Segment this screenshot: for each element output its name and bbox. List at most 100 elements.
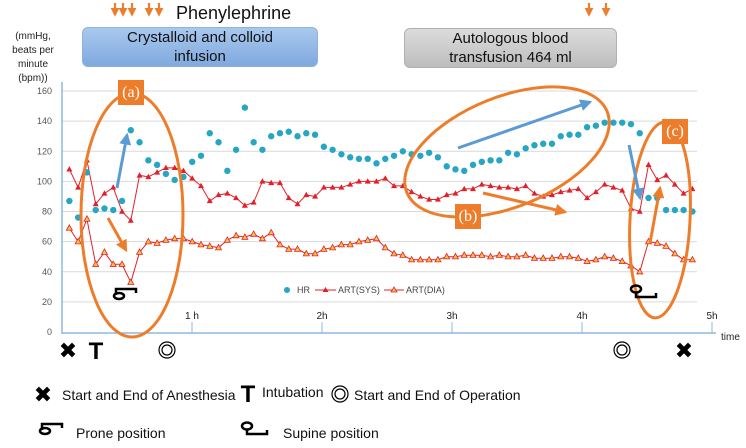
hr-point bbox=[680, 206, 687, 214]
hr-point bbox=[346, 154, 354, 161]
hr-rise-arrow bbox=[115, 132, 132, 189]
hr-point bbox=[206, 130, 213, 137]
operation-double-circle-icon bbox=[158, 341, 176, 359]
art-dia-point bbox=[372, 234, 381, 242]
art-dia-point bbox=[223, 236, 231, 243]
transfusion-bar: Autologous blood transfusion 464 ml bbox=[404, 28, 617, 68]
art-sys-point bbox=[522, 182, 529, 189]
art-dia-point bbox=[460, 251, 468, 258]
art-sys-point bbox=[364, 178, 371, 184]
art-sys-point bbox=[233, 194, 240, 201]
art-dia-point bbox=[293, 245, 302, 252]
art-sys-point bbox=[654, 176, 661, 183]
art-dia-point bbox=[83, 215, 91, 222]
art-sys-point bbox=[505, 184, 512, 190]
legend-sys-label: ART(SYS) bbox=[338, 285, 380, 295]
hr-point bbox=[66, 197, 73, 205]
hr-point bbox=[110, 206, 117, 214]
hr-point bbox=[566, 131, 573, 138]
prone-body bbox=[114, 287, 138, 295]
art-dia-point bbox=[302, 249, 310, 257]
y-tick-label: 0 bbox=[47, 327, 52, 337]
hr-point bbox=[636, 130, 643, 137]
art-dia-point bbox=[495, 251, 504, 258]
art-dia-point bbox=[478, 251, 486, 258]
hr-point bbox=[513, 151, 521, 158]
y-tick-label: 160 bbox=[37, 86, 52, 96]
art-sys-point bbox=[294, 200, 301, 207]
art-dia-point bbox=[153, 239, 161, 246]
art-sys-point bbox=[338, 184, 345, 190]
art-dia-point bbox=[206, 242, 214, 249]
hr-point bbox=[575, 131, 582, 138]
legend-intubation-label: Intubation bbox=[262, 384, 324, 400]
art-sys-point bbox=[434, 196, 441, 202]
legend-sys-marker bbox=[322, 287, 329, 292]
hr-point bbox=[294, 133, 301, 140]
art-sys-point bbox=[663, 172, 670, 178]
art-sys-point bbox=[285, 194, 292, 201]
art-sys-point bbox=[513, 185, 520, 192]
art-sys-point bbox=[276, 179, 283, 186]
art-sys-point bbox=[206, 197, 213, 204]
art-sys-point bbox=[601, 181, 608, 187]
hr-point bbox=[171, 176, 178, 184]
art-dia-point bbox=[267, 228, 275, 236]
hr-point bbox=[153, 161, 161, 169]
art-dia-point bbox=[197, 240, 205, 248]
art-sys-point bbox=[619, 187, 626, 193]
art-dia-point bbox=[144, 237, 153, 245]
art-sys-point bbox=[382, 175, 389, 181]
art-dia-point bbox=[609, 254, 618, 261]
y-axis-unit-label: (mmHg, beats per minute (bpm)) bbox=[12, 31, 54, 84]
art-dia-point bbox=[170, 234, 179, 242]
bp-drop-arrow bbox=[106, 217, 128, 253]
hr-point bbox=[452, 166, 459, 173]
art-sys-point bbox=[136, 172, 143, 178]
art-dia-point bbox=[548, 254, 556, 261]
art-dia-point bbox=[311, 249, 319, 257]
bp-rise-arrow bbox=[648, 185, 665, 244]
infusion-label: Crystalloid and colloid infusion bbox=[127, 29, 273, 65]
art-sys-point bbox=[241, 202, 248, 208]
legend-anesthesia-label: Start and End of Anesthesia bbox=[62, 387, 236, 403]
hr-rise-arrow bbox=[457, 99, 593, 150]
hr-point bbox=[373, 160, 380, 167]
hr-point bbox=[215, 139, 222, 146]
art-dia-point bbox=[355, 237, 363, 245]
hr-point bbox=[443, 163, 450, 170]
art-sys-point bbox=[268, 179, 275, 186]
art-dia-point bbox=[434, 255, 442, 263]
hr-point bbox=[241, 104, 249, 111]
annotation-c-label: (c) bbox=[662, 119, 688, 144]
hr-point bbox=[224, 167, 231, 175]
operation-inner-circle bbox=[334, 388, 346, 400]
art-dia-point bbox=[328, 243, 337, 251]
art-dia-point bbox=[451, 252, 460, 260]
art-dia-point bbox=[583, 257, 591, 264]
art-sys-point bbox=[154, 169, 161, 175]
art-dia-point bbox=[241, 233, 249, 240]
operation-inner-circle bbox=[616, 344, 628, 356]
y-tick-label: 140 bbox=[37, 116, 52, 126]
hr-point bbox=[259, 146, 266, 153]
art-dia-point bbox=[364, 236, 372, 243]
art-sys-point bbox=[426, 196, 433, 202]
hr-point bbox=[320, 143, 328, 150]
legend-supine-label: Supine position bbox=[283, 425, 379, 441]
art-dia-point bbox=[162, 236, 170, 243]
art-dia-point bbox=[381, 243, 389, 251]
art-sys-point bbox=[443, 191, 450, 198]
art-sys-point bbox=[487, 182, 494, 189]
art-sys-point bbox=[355, 178, 362, 184]
art-dia-point bbox=[100, 248, 109, 255]
hr-point bbox=[671, 206, 679, 214]
hr-point bbox=[461, 167, 468, 175]
annotation-c-ellipse bbox=[628, 120, 692, 320]
art-dia-point bbox=[504, 252, 512, 260]
x-tick-label: 2h bbox=[316, 311, 327, 322]
hr-point bbox=[478, 158, 485, 166]
operation-inner-circle bbox=[161, 344, 173, 356]
art-sys-point bbox=[610, 184, 617, 190]
art-dia-point bbox=[443, 252, 451, 260]
